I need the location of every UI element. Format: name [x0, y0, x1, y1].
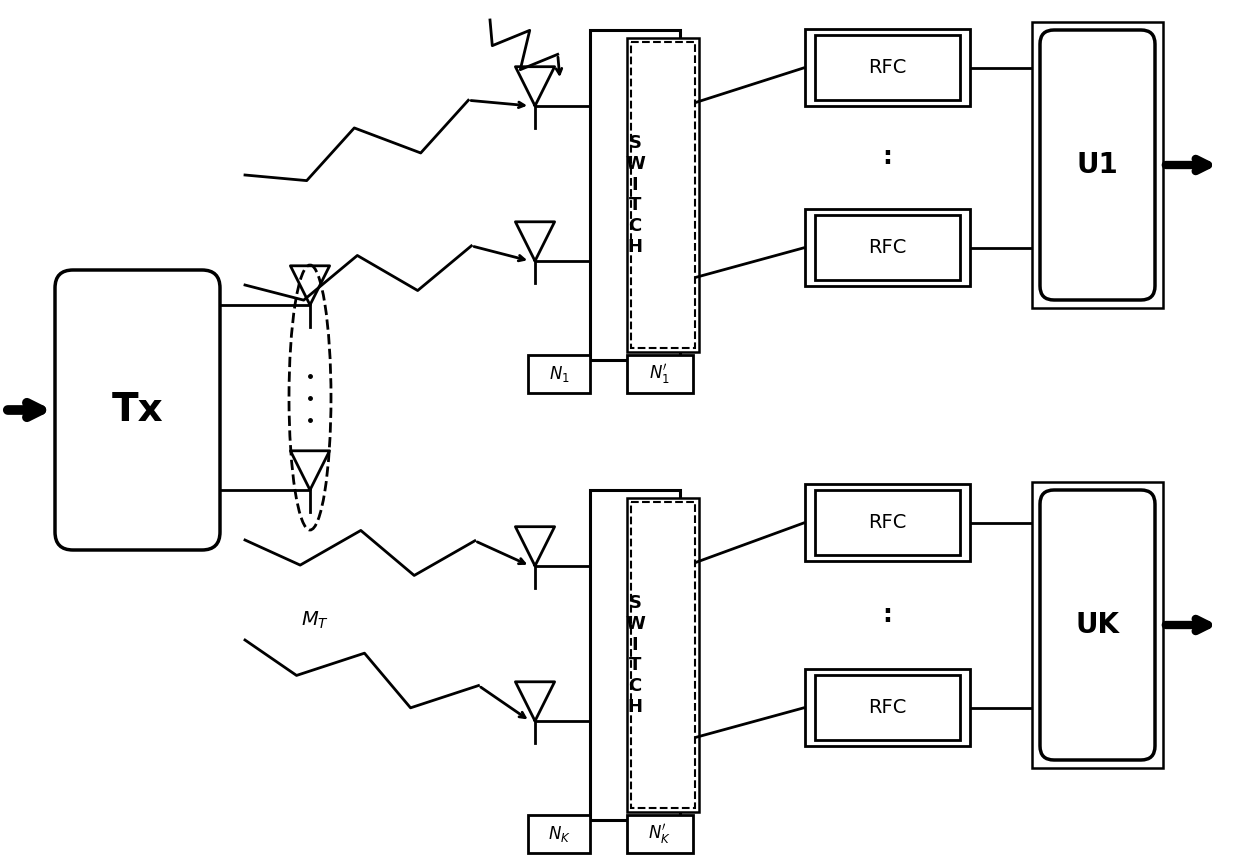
Text: RFC: RFC	[868, 238, 906, 257]
Text: U1: U1	[1076, 151, 1118, 179]
Bar	[626, 355, 692, 393]
Bar	[805, 669, 970, 746]
Bar	[626, 38, 699, 352]
Text: RFC: RFC	[868, 513, 906, 532]
Text: $N_K$: $N_K$	[548, 824, 570, 844]
Text: :: :	[883, 146, 893, 170]
Bar	[815, 490, 960, 555]
Bar	[805, 29, 970, 106]
Bar	[1032, 482, 1163, 768]
Text: :: :	[883, 603, 893, 627]
Text: S
W
I
T
C
H: S W I T C H	[625, 134, 645, 256]
Text: Tx: Tx	[112, 391, 164, 429]
Bar	[528, 355, 590, 393]
Bar	[815, 675, 960, 740]
FancyBboxPatch shape	[1040, 30, 1154, 300]
Text: RFC: RFC	[868, 58, 906, 77]
Text: $N_1'$: $N_1'$	[649, 362, 670, 386]
Bar	[626, 815, 692, 853]
Bar	[815, 35, 960, 100]
Text: S
W
I
T
C
H: S W I T C H	[625, 594, 645, 716]
Bar	[805, 484, 970, 561]
Text: $N_K'$: $N_K'$	[649, 822, 671, 846]
FancyBboxPatch shape	[1040, 490, 1154, 760]
Bar	[815, 215, 960, 280]
FancyBboxPatch shape	[55, 270, 219, 550]
Bar	[590, 490, 680, 820]
Bar	[805, 209, 970, 286]
Text: $M_T$: $M_T$	[301, 609, 329, 631]
Bar	[626, 498, 699, 812]
Text: UK: UK	[1075, 611, 1120, 639]
Bar	[630, 42, 696, 348]
Bar	[590, 30, 680, 360]
Text: $N_1$: $N_1$	[548, 364, 569, 384]
Bar	[630, 502, 696, 808]
Bar	[528, 815, 590, 853]
Bar	[1032, 22, 1163, 308]
Text: RFC: RFC	[868, 698, 906, 717]
